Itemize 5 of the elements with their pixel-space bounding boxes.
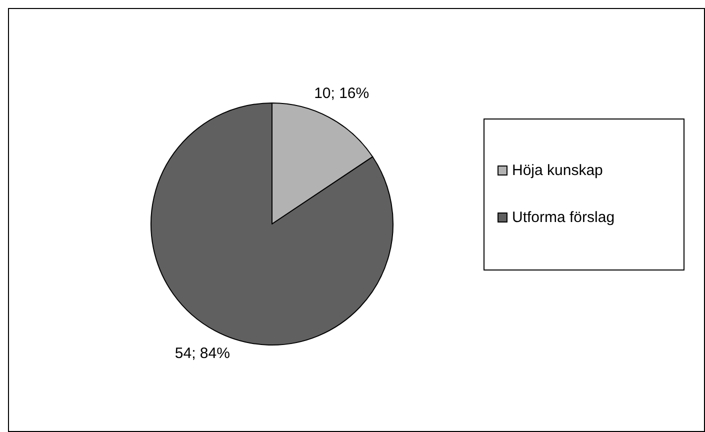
legend-label: Höja kunskap — [512, 162, 603, 179]
legend-label: Utforma förslag — [512, 208, 615, 226]
pie-slice — [150, 102, 394, 346]
data-label: 54; 84% — [174, 345, 230, 362]
data-label: 10; 16% — [314, 84, 370, 102]
